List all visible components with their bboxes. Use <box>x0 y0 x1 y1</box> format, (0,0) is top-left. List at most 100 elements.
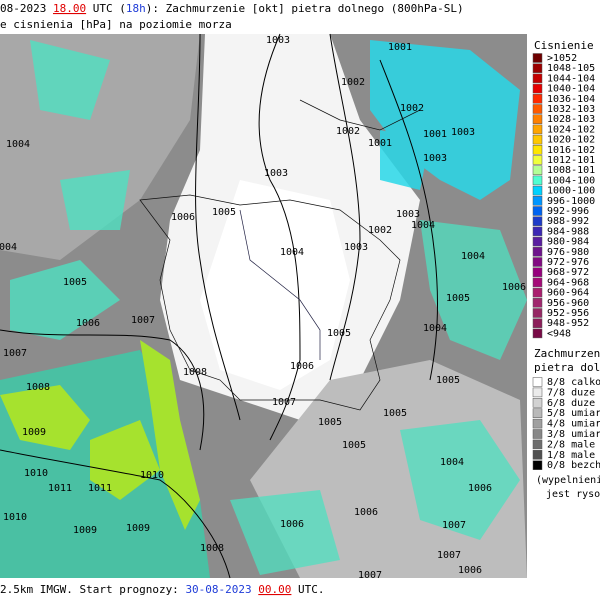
isobar-line <box>0 329 205 451</box>
legend-swatch <box>532 287 543 298</box>
isobar-label: 1006 <box>354 507 378 518</box>
legend-label: 976-980 <box>547 247 589 258</box>
legend-label: 1048-105 <box>547 63 595 74</box>
border-line <box>299 99 421 131</box>
legend-title: pietra dolneg <box>534 361 600 374</box>
legend-swatch <box>532 104 543 114</box>
isobar-label: 1007 <box>131 315 155 326</box>
isobar-label: 1005 <box>63 277 87 288</box>
legend-swatch <box>532 155 543 165</box>
legend-label: 996-1000 <box>547 196 595 207</box>
isobar-label: 1004 <box>423 323 447 334</box>
legend-swatch <box>532 398 543 408</box>
isobar-label: 1007 <box>272 397 296 408</box>
legend-label: <948 <box>547 328 571 339</box>
isobar-line <box>195 33 241 421</box>
isobar-label: 1001 <box>368 138 392 149</box>
legend-swatch <box>532 165 543 175</box>
legend-label: >1052 <box>547 53 577 64</box>
isobar-label: 1003 <box>266 35 290 46</box>
legend-label: 1044-104 <box>547 73 595 84</box>
legend-label: 1008-101 <box>547 165 595 176</box>
legend-swatch <box>532 308 543 318</box>
header-text: 08-2023 <box>0 2 53 15</box>
legend-note: jest rysowe <box>546 489 600 500</box>
isobar-label: 1009 <box>22 427 46 438</box>
legend-label: 1024-102 <box>547 124 595 135</box>
legend-label: 948-952 <box>547 318 589 329</box>
footer: 2.5km IMGW. Start prognozy: 30-08-2023 0… <box>0 583 325 596</box>
legend-label: 5/8 umiar <box>547 408 600 419</box>
isobar-label: 1009 <box>126 523 150 534</box>
legend-label: 1040-104 <box>547 84 595 95</box>
legend-swatch <box>532 318 543 328</box>
legend-swatch <box>532 460 543 470</box>
legend-swatch <box>532 247 543 257</box>
legend: Cisnienie [hP>10521048-1051044-1041040-1… <box>532 39 600 500</box>
legend-label: 1/8 male <box>547 450 595 461</box>
isobar-label: 1006 <box>502 282 526 293</box>
legend-swatch <box>532 175 543 186</box>
isobar-label: 1007 <box>3 348 27 359</box>
header-text: UTC ( <box>86 2 126 15</box>
footer-time: 00.00 <box>258 583 291 596</box>
legend-swatch <box>532 387 543 398</box>
map <box>0 33 527 579</box>
legend-label: 1028-103 <box>547 114 595 125</box>
legend-label: 1036-104 <box>547 94 595 105</box>
isobar-label: 1004 <box>0 242 17 253</box>
legend-label: 960-964 <box>547 288 589 299</box>
isobar-label: 1005 <box>383 408 407 419</box>
isobar-label: 1003 <box>451 127 475 138</box>
legend-label: 0/8 bezch <box>547 460 600 471</box>
legend-swatch <box>532 450 543 460</box>
legend-label: 988-992 <box>547 216 589 227</box>
isobar-label: 1006 <box>468 483 492 494</box>
isobar-label: 1003 <box>264 168 288 179</box>
footer-text <box>252 583 259 596</box>
legend-swatch <box>532 206 543 216</box>
legend-note: (wypelnieni <box>536 475 600 486</box>
cloud-area <box>200 180 350 390</box>
isobar-label: 1007 <box>437 550 461 561</box>
legend-label: 956-960 <box>547 298 589 309</box>
legend-swatch <box>532 145 543 155</box>
isobar-label: 1006 <box>76 318 100 329</box>
footer-text: UTC. <box>291 583 324 596</box>
isobar-label: 1006 <box>280 519 304 530</box>
borders <box>139 99 421 411</box>
isobar-line <box>329 33 361 381</box>
legend-label: 964-968 <box>547 277 589 288</box>
isobar-label: 1004 <box>461 251 485 262</box>
border-line <box>139 194 401 411</box>
legend-swatch <box>532 257 543 267</box>
isobar-label: 1009 <box>73 525 97 536</box>
legend-swatch <box>532 328 543 339</box>
legend-swatch <box>532 429 543 439</box>
legend-swatch <box>532 73 543 84</box>
header-line1: 08-2023 18.00 UTC (18h): Zachmurzenie [o… <box>0 2 464 15</box>
isobar-line <box>379 59 438 381</box>
legend-label: 1016-102 <box>547 145 595 156</box>
legend-swatch <box>532 418 543 429</box>
legend-label: 8/8 calkow <box>547 377 600 388</box>
isobar-label: 1002 <box>400 103 424 114</box>
isobar-label: 1008 <box>200 543 224 554</box>
cloud-area <box>370 40 520 200</box>
header-lead: 18h <box>126 2 146 15</box>
legend-label: 2/8 male <box>547 439 595 450</box>
header-text: ): Zachmurzenie [okt] pietra dolnego (80… <box>146 2 464 15</box>
legend-label: 4/8 umiar <box>547 419 600 430</box>
isobar-line <box>258 33 301 441</box>
isobar-label: 1006 <box>171 212 195 223</box>
legend-swatch <box>532 94 543 104</box>
legend-swatch <box>532 196 543 206</box>
isobar-label: 1004 <box>440 457 464 468</box>
isobar-label: 1003 <box>344 242 368 253</box>
legend-swatch <box>532 124 543 135</box>
isobar-label: 1003 <box>423 153 447 164</box>
legend-swatch <box>532 267 543 277</box>
legend-swatch <box>532 277 543 288</box>
legend-label: 952-956 <box>547 308 589 319</box>
